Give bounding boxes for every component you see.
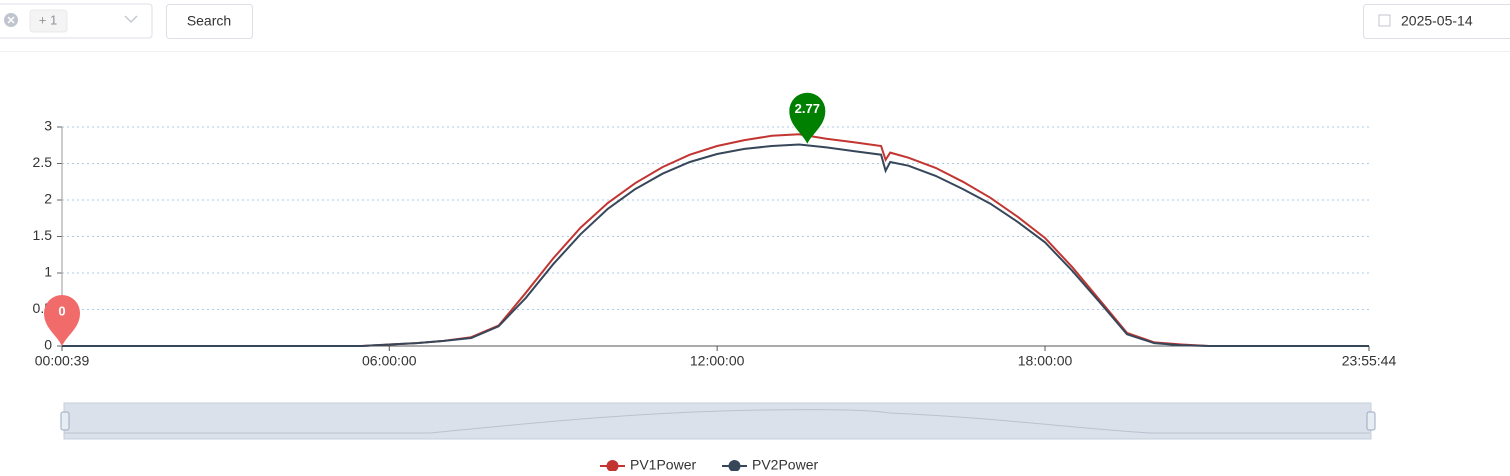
zoom-handle[interactable] bbox=[61, 412, 69, 430]
legend-icon bbox=[607, 460, 619, 471]
x-tick-label: 00:00:39 bbox=[35, 353, 90, 369]
x-tick-label: 18:00:00 bbox=[1018, 353, 1073, 369]
legend-label: PV1Power bbox=[630, 457, 696, 471]
date-text: 2025-05-14 bbox=[1401, 13, 1473, 29]
zoom-slider[interactable] bbox=[64, 403, 1371, 439]
x-tick-label: 12:00:00 bbox=[690, 353, 745, 369]
zoom-handle[interactable] bbox=[1367, 412, 1375, 430]
legend-icon bbox=[729, 460, 741, 471]
y-tick-label: 3 bbox=[44, 118, 52, 134]
y-tick-label: 1.5 bbox=[33, 227, 53, 243]
y-tick-label: 2 bbox=[44, 191, 52, 207]
x-tick-label: 23:55:44 bbox=[1342, 353, 1397, 369]
legend-label: PV2Power bbox=[752, 457, 818, 471]
mark-pin-label: 2.77 bbox=[795, 101, 820, 116]
search-button-text: Search bbox=[187, 13, 231, 29]
y-tick-label: 1 bbox=[44, 264, 52, 280]
y-tick-label: 2.5 bbox=[33, 154, 53, 170]
x-tick-label: 06:00:00 bbox=[362, 353, 417, 369]
mark-pin-label: 0 bbox=[58, 303, 65, 318]
tag-text: + 1 bbox=[39, 12, 57, 27]
series-line bbox=[62, 134, 1369, 346]
series-line bbox=[62, 145, 1369, 347]
y-tick-label: 0 bbox=[44, 337, 52, 353]
